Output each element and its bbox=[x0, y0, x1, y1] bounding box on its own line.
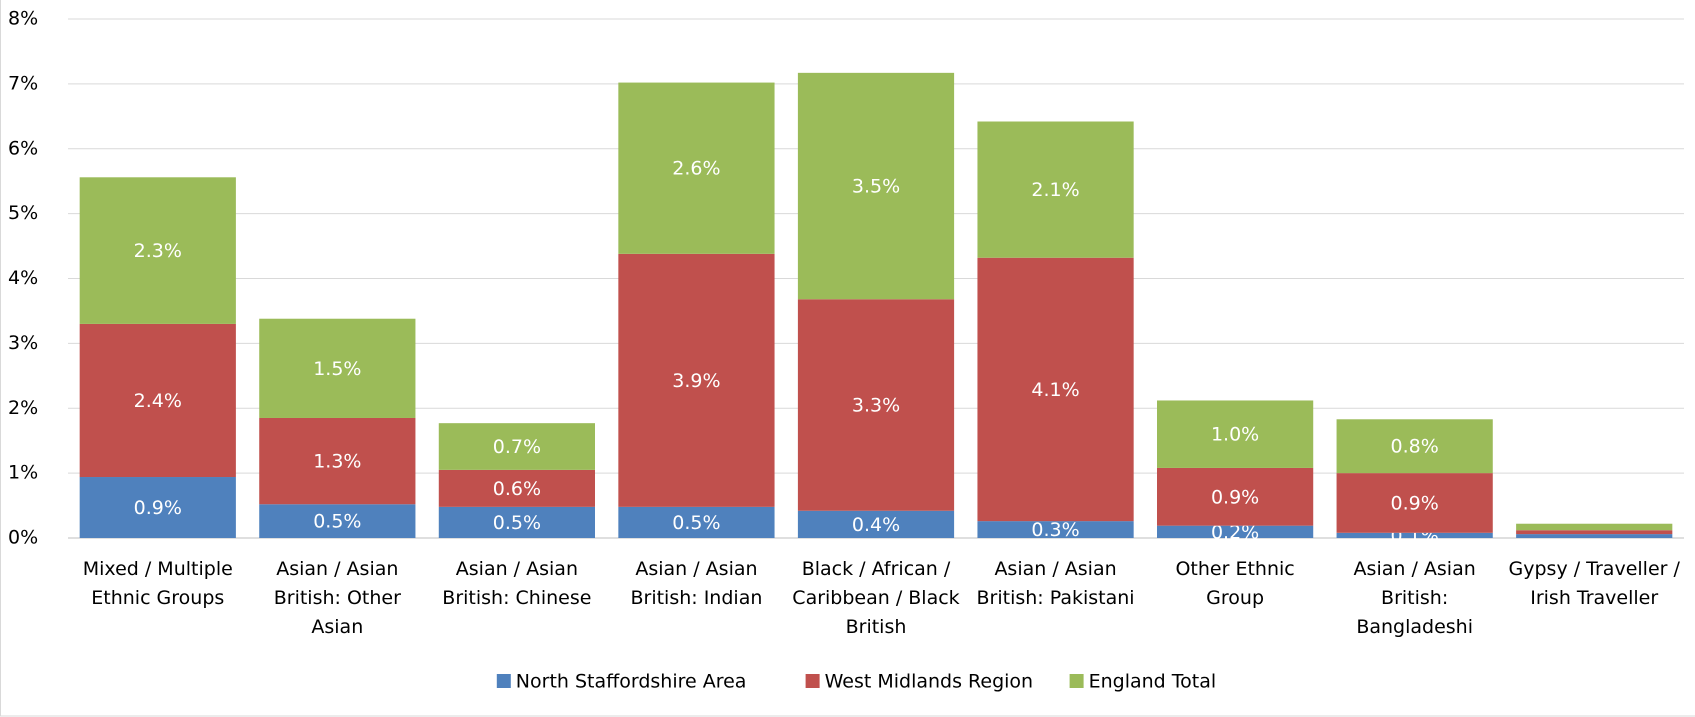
x-tick-label: Asian / Asian British: Indian bbox=[630, 558, 763, 609]
data-label: 3.5% bbox=[852, 176, 900, 198]
data-label: 0.7% bbox=[493, 436, 541, 458]
bar-segment bbox=[797, 72, 955, 300]
bar-segment bbox=[618, 506, 775, 538]
data-label: 2.6% bbox=[672, 158, 720, 180]
data-label: 0.3% bbox=[1031, 519, 1079, 541]
x-tick-label: Asian / Asian British: Pakistani bbox=[976, 558, 1135, 609]
y-tick-label: 5% bbox=[8, 202, 38, 224]
data-label: 3.3% bbox=[852, 395, 900, 417]
data-label: 0.8% bbox=[1391, 436, 1439, 458]
bar-segment bbox=[618, 82, 775, 254]
legend-swatch bbox=[1069, 674, 1084, 688]
data-label: 2.4% bbox=[134, 390, 182, 412]
y-tick-label: 0% bbox=[8, 527, 38, 549]
data-label: 0.9% bbox=[134, 497, 182, 519]
bar-segment bbox=[438, 506, 595, 538]
x-tick-label: Mixed / Multiple Ethnic Groups bbox=[82, 558, 233, 609]
bar-segment bbox=[259, 417, 416, 505]
bar-segment bbox=[977, 521, 1134, 538]
bar-segment bbox=[438, 423, 595, 470]
data-label: 0.5% bbox=[313, 511, 361, 533]
bar-segment bbox=[1157, 467, 1314, 526]
y-tick-label: 1% bbox=[8, 462, 38, 484]
legend-label: North Staffordshire Area bbox=[516, 671, 747, 693]
data-label: 0.5% bbox=[672, 512, 720, 534]
bar-segment bbox=[977, 257, 1134, 522]
bar-segment bbox=[79, 323, 236, 478]
legend-swatch bbox=[496, 674, 511, 688]
data-label: 0.9% bbox=[1211, 486, 1259, 508]
bar-segment bbox=[1157, 400, 1314, 468]
y-tick-label: 3% bbox=[8, 332, 38, 354]
data-label: 4.1% bbox=[1031, 379, 1079, 401]
data-label: 0.9% bbox=[1391, 492, 1439, 514]
x-tick-label: Asian / Asian British: Chinese bbox=[442, 558, 592, 609]
bar-segment bbox=[259, 318, 416, 418]
data-label: 0.6% bbox=[493, 478, 541, 500]
data-label: 1.0% bbox=[1211, 424, 1259, 446]
y-tick-label: 6% bbox=[8, 137, 38, 159]
x-tick-label: Asian / Asian British: Other Asian bbox=[273, 558, 401, 638]
data-label: 2.1% bbox=[1031, 179, 1079, 201]
bar-segment bbox=[1336, 419, 1493, 474]
bar-segment bbox=[1516, 534, 1673, 538]
bar-segment bbox=[1336, 473, 1493, 533]
data-label: 0.4% bbox=[852, 514, 900, 536]
data-label: 1.3% bbox=[313, 451, 361, 473]
y-tick-label: 8% bbox=[8, 8, 38, 30]
y-tick-label: 7% bbox=[8, 72, 38, 94]
bar-segment bbox=[1157, 525, 1314, 538]
data-label: 0.2% bbox=[1211, 521, 1259, 543]
x-tick-label: Gypsy / Traveller / Irish Traveller bbox=[1508, 558, 1680, 609]
y-tick-label: 2% bbox=[8, 397, 38, 419]
bar-segment bbox=[1516, 530, 1673, 535]
bar-segment bbox=[438, 469, 595, 507]
bar-segment bbox=[79, 477, 236, 538]
bar-segment bbox=[797, 299, 955, 511]
x-tick-label: Asian / Asian British: Bangladeshi bbox=[1353, 558, 1476, 638]
bar-segment bbox=[797, 510, 955, 538]
x-tick-label: Other Ethnic Group bbox=[1175, 558, 1295, 609]
bar-segment bbox=[1516, 523, 1673, 531]
y-tick-label: 4% bbox=[8, 267, 38, 289]
x-tick-label: Black / African / Caribbean / Black Brit… bbox=[792, 558, 960, 638]
bar-segment bbox=[79, 177, 236, 324]
data-label: 2.3% bbox=[134, 240, 182, 262]
bar-segment bbox=[977, 121, 1134, 258]
legend-swatch bbox=[805, 674, 820, 688]
data-label: 0.5% bbox=[493, 512, 541, 534]
legend-label: West Midlands Region bbox=[825, 671, 1034, 693]
legend-label: England Total bbox=[1089, 671, 1217, 693]
data-label: 3.9% bbox=[672, 370, 720, 392]
bar-segment bbox=[259, 504, 416, 538]
bar-segment bbox=[1336, 532, 1493, 538]
bar-segment bbox=[618, 253, 775, 507]
data-label: 1.5% bbox=[313, 358, 361, 380]
